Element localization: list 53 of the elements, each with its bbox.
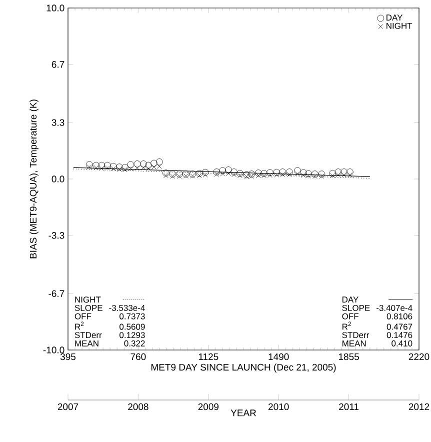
x2-tick-label: 2011 — [339, 403, 359, 410]
annotation: OFF — [74, 313, 92, 320]
x-tick-label: 1855 — [338, 353, 359, 360]
x2-tick-label: 2008 — [128, 403, 148, 410]
y-axis-title: BIAS (MET9-AQUA), Temperature (K) — [30, 100, 38, 258]
annotation: 0.7373 — [120, 313, 145, 320]
annotation: R$^{2}$ — [75, 322, 84, 330]
x-tick-label: 2220 — [408, 353, 430, 360]
y-tick-label: -6.7 — [48, 290, 64, 297]
annotation: NIGHT — [75, 296, 101, 303]
point — [127, 161, 134, 168]
y-tick-label: 10.0 — [46, 4, 64, 12]
annotation: 0.8106 — [386, 313, 412, 320]
annotation: MEAN — [75, 340, 98, 346]
point — [150, 160, 158, 167]
x-tick-label: 1490 — [268, 353, 289, 360]
y-tick-label: -3.3 — [48, 232, 64, 239]
annotation: MEAN — [342, 340, 366, 346]
x-axis-title: MET9 DAY SINCE LAUNCH (Dec 21, 2005) — [151, 364, 336, 372]
point — [140, 160, 147, 168]
x2-tick-label: 2010 — [268, 403, 289, 410]
annotation: 0.5609 — [120, 324, 145, 330]
annotation: OFF — [342, 313, 358, 320]
annotation: 0.322 — [124, 340, 145, 346]
annotation: SLOPE — [74, 304, 102, 311]
x2-tick-label: 2007 — [58, 403, 78, 410]
annotation: DAY — [342, 296, 358, 303]
x2-tick-label: 2009 — [198, 403, 219, 410]
y-tick-label: 3.3 — [52, 119, 64, 126]
point — [225, 166, 232, 174]
x-tick-label: 760 — [130, 353, 146, 360]
annotation: 0.4767 — [386, 324, 412, 330]
x-tick-label: 395 — [60, 353, 76, 360]
annotation: STDerr — [342, 332, 370, 338]
y-tick-label: -10.0 — [43, 346, 64, 354]
annotation: -3.533e-4 — [109, 304, 145, 311]
point — [156, 158, 163, 166]
annotation: 0.410 — [392, 340, 412, 346]
x-tick-label: 1125 — [198, 353, 218, 360]
annotation: STDerr — [74, 332, 102, 338]
annotation: -3.407e-4 — [376, 304, 412, 311]
legend-label: DAY — [386, 14, 403, 20]
x2-axis-title: YEAR — [230, 410, 256, 416]
y-tick-label: 0.0 — [52, 176, 64, 182]
point — [243, 171, 250, 178]
y-tick-label: 6.7 — [52, 61, 64, 68]
annotation: 0.1476 — [386, 332, 412, 338]
point — [134, 160, 141, 168]
annotation: R$^{2}$ — [342, 322, 351, 330]
x2-tick-label: 2012 — [408, 403, 430, 410]
annotation: SLOPE — [342, 304, 370, 311]
legend-label: NIGHT — [386, 22, 412, 29]
annotation: 0.1293 — [120, 332, 145, 338]
